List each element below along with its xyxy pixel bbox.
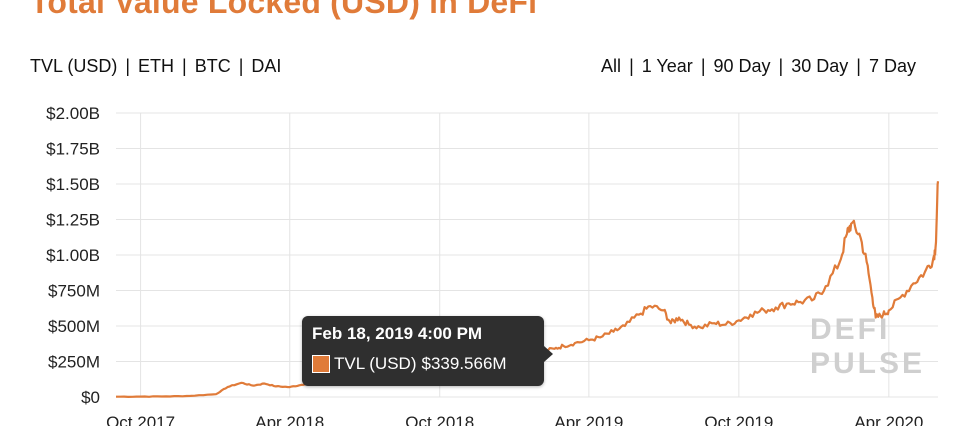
y-tick-label: $1.00B: [46, 246, 100, 265]
tooltip-row: TVL (USD) $339.566M: [312, 354, 507, 374]
y-tick-label: $1.25B: [46, 211, 100, 230]
tooltip-date: Feb 18, 2019 4:00 PM: [312, 324, 483, 343]
x-tick-label: Apr 2019: [554, 413, 623, 426]
metric-selector: TVL (USD) | ETH | BTC | DAI: [30, 56, 282, 76]
y-tick-label: $0: [81, 388, 100, 407]
tooltip-series-label: TVL (USD): [334, 354, 417, 373]
range-option-7-day[interactable]: 7 Day: [868, 56, 916, 76]
chart-tooltip: Feb 18, 2019 4:00 PM TVL (USD) $339.566M: [302, 316, 553, 386]
y-tick-label: $1.50B: [46, 175, 100, 194]
range-option-1-year[interactable]: 1 Year: [641, 56, 693, 76]
range-option-30-day[interactable]: 30 Day: [791, 56, 849, 76]
y-tick-label: $250M: [48, 353, 100, 372]
tooltip-value: $339.566M: [421, 354, 507, 373]
y-tick-label: $500M: [48, 317, 100, 336]
y-tick-label: $750M: [48, 282, 100, 301]
series-line-tvl: [116, 181, 940, 398]
x-tick-label: Oct 2019: [704, 413, 773, 426]
x-tick-label: Oct 2017: [106, 413, 175, 426]
watermark-line-2: PULSE: [810, 347, 926, 380]
series-swatch-icon: [312, 355, 330, 373]
page-title: Total Value Locked (USD) in DeFi: [30, 0, 538, 20]
y-tick-label: $1.75B: [46, 140, 100, 159]
metric-option-btc[interactable]: BTC: [194, 56, 231, 76]
x-tick-label: Oct 2018: [405, 413, 474, 426]
watermark-line-1: DEFI: [810, 313, 891, 346]
y-tick-label: $2.00B: [46, 104, 100, 123]
defi-pulse-watermark: DEFI PULSE: [810, 313, 925, 381]
range-option-90-day[interactable]: 90 Day: [713, 56, 771, 76]
x-tick-label: Apr 2020: [854, 413, 923, 426]
metric-option-eth[interactable]: ETH: [138, 56, 175, 76]
x-tick-label: Apr 2018: [255, 413, 324, 426]
metric-option-dai[interactable]: DAI: [251, 56, 282, 76]
tooltip-pointer-icon: [544, 346, 553, 362]
range-selector: All | 1 Year | 90 Day | 30 Day | 7 Day: [601, 56, 916, 76]
metric-option-tvl[interactable]: TVL (USD): [30, 56, 118, 76]
range-option-all[interactable]: All: [601, 56, 622, 76]
